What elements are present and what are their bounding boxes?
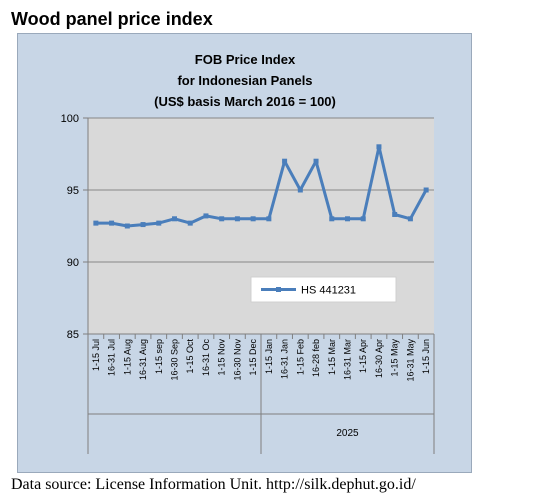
y-tick-label-85: 85	[67, 329, 79, 341]
data-point	[109, 220, 115, 226]
data-point	[313, 158, 319, 164]
data-point	[93, 220, 99, 226]
x-tick-label: 16-31 May	[405, 339, 415, 382]
y-tick-label-100: 100	[61, 113, 79, 125]
x-tick-label: 1-15 Feb	[295, 339, 305, 375]
data-point	[266, 216, 272, 222]
price-index-chart: FOB Price Index for Indonesian Panels (US$…	[61, 52, 435, 454]
y-tick-label-95: 95	[67, 185, 79, 197]
x-tick-label: 1-15 sep	[154, 339, 164, 374]
chart-title-line-3: (US$ basis March 2016 = 100)	[154, 94, 336, 109]
chart-container: FOB Price Index for Indonesian Panels (US$…	[17, 33, 472, 473]
legend-marker-swatch	[276, 287, 281, 292]
group-label-2025: 2025	[336, 428, 359, 439]
x-tick-label: 16-30 Apr	[374, 339, 384, 378]
data-point	[203, 213, 209, 219]
page-heading: Wood panel price index	[11, 9, 213, 29]
data-point	[329, 216, 335, 222]
x-tick-label: 1-15 Mar	[327, 339, 337, 375]
data-point	[345, 216, 350, 222]
x-tick-label: 1-15 Oct	[185, 339, 195, 374]
y-tick-label-90: 90	[67, 257, 79, 269]
chart-title-line-2: for Indonesian Panels	[177, 73, 312, 88]
data-point	[187, 220, 193, 226]
data-point	[234, 216, 240, 222]
data-point	[250, 216, 256, 222]
x-tick-label: 1-15 Apr	[358, 339, 368, 373]
data-point	[124, 223, 130, 229]
series-line-0	[95, 145, 428, 228]
data-point	[392, 211, 398, 217]
data-point	[156, 220, 162, 226]
data-point	[219, 216, 225, 222]
x-tick-label: 16-31 Aug	[138, 339, 148, 380]
x-tick-label: 1-15 Jun	[421, 339, 431, 374]
data-point	[297, 187, 303, 193]
x-tick-label: 1-15 Aug	[122, 339, 132, 375]
data-source-note: Data source: License Information Unit. h…	[11, 476, 416, 493]
legend: HS 441231	[250, 276, 397, 303]
data-point	[172, 216, 177, 222]
chart-title-line-1: FOB Price Index	[195, 52, 296, 67]
x-tick-label: 1-15 Dec	[248, 339, 258, 376]
x-tick-label: 16-31 Jan	[280, 339, 290, 379]
data-point	[360, 216, 366, 222]
data-point	[140, 222, 146, 228]
x-tick-label: 1-15 Nov	[217, 339, 227, 376]
legend-label: HS 441231	[301, 285, 356, 297]
data-point	[376, 144, 382, 150]
x-tick-label: 16-30 Nov	[232, 339, 242, 381]
x-tick-label: 16-31 Mar	[343, 339, 353, 380]
chart-title: FOB Price Index for Indonesian Panels (US$…	[154, 52, 336, 109]
x-tick-label: 16-31 Jul	[107, 339, 117, 376]
data-point	[407, 216, 413, 222]
x-tick-label: 16-30 Sep	[170, 339, 180, 381]
x-tick-label: 1-15 May	[390, 339, 400, 377]
x-tick-label: 1-15 Jan	[264, 339, 274, 374]
x-tick-label: 16-31 Oc	[201, 339, 211, 377]
x-tick-label: 1-15 Jul	[91, 339, 101, 371]
data-point	[282, 158, 288, 164]
data-point	[423, 187, 429, 193]
x-tick-label: 16-28 feb	[311, 339, 321, 377]
